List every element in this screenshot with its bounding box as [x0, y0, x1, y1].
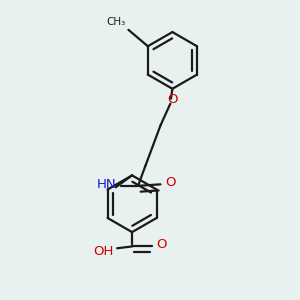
- Text: OH: OH: [93, 245, 114, 258]
- Text: O: O: [157, 238, 167, 250]
- Text: HN: HN: [97, 178, 117, 191]
- Text: O: O: [165, 176, 176, 189]
- Text: CH₃: CH₃: [107, 17, 126, 27]
- Text: O: O: [168, 93, 178, 106]
